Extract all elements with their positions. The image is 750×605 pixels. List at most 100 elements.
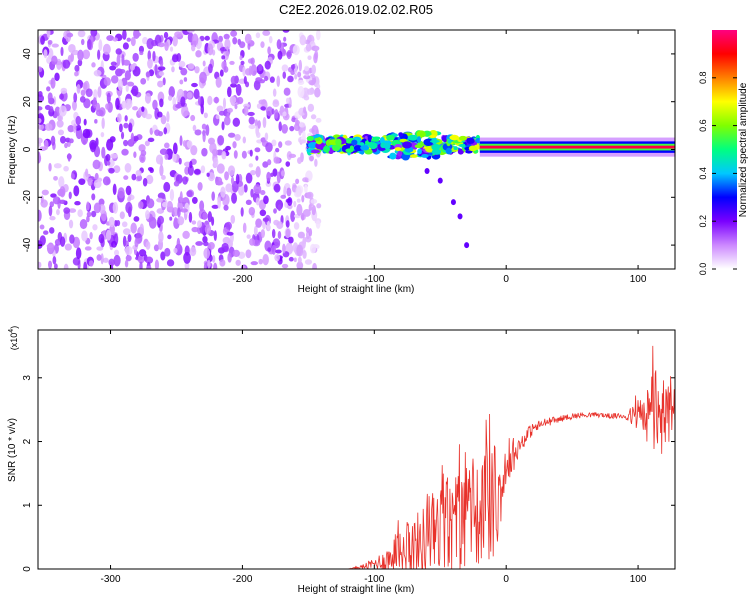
- noise-cell: [73, 123, 77, 134]
- noise-cell: [113, 254, 121, 267]
- band-cell: [417, 148, 422, 155]
- noise-cell: [316, 203, 322, 209]
- snr-y-multiplier-close: ): [9, 326, 19, 329]
- noise-cell: [201, 123, 207, 130]
- noise-cell: [129, 64, 136, 71]
- noise-cell: [267, 46, 271, 55]
- trace-point: [450, 199, 456, 206]
- noise-cell: [295, 119, 300, 126]
- noise-cell: [112, 37, 118, 42]
- noise-cell: [144, 92, 152, 104]
- noise-cell: [188, 211, 193, 223]
- noise-cell: [115, 48, 122, 55]
- noise-cell: [51, 55, 58, 66]
- noise-cell: [306, 191, 314, 199]
- noise-cell: [312, 262, 317, 269]
- noise-cell: [92, 224, 98, 231]
- noise-cell: [260, 41, 265, 49]
- noise-cell: [100, 253, 104, 265]
- noise-cell: [281, 124, 288, 134]
- noise-cell: [145, 210, 150, 220]
- noise-cell: [124, 70, 131, 81]
- noise-cell: [109, 65, 117, 71]
- snr-y-multiplier-exponent: 4: [8, 329, 15, 333]
- noise-cell: [97, 49, 101, 60]
- noise-cell: [142, 177, 148, 187]
- noise-cell: [171, 66, 175, 73]
- noise-cell: [276, 75, 281, 88]
- noise-cell: [202, 212, 208, 220]
- noise-cell: [47, 39, 53, 45]
- noise-cell: [60, 46, 64, 57]
- noise-cell: [227, 86, 232, 98]
- noise-cell: [50, 77, 56, 89]
- noise-cell: [82, 82, 88, 90]
- y-tick-label: 20: [22, 96, 33, 108]
- noise-cell: [116, 54, 121, 67]
- noise-cell: [128, 122, 133, 133]
- noise-cell: [302, 208, 311, 217]
- noise-cell: [173, 180, 180, 187]
- band-cell: [449, 134, 460, 141]
- noise-cell: [223, 33, 230, 40]
- noise-cell: [59, 93, 64, 100]
- noise-cell: [78, 178, 86, 185]
- noise-cell: [250, 188, 254, 198]
- noise-cell: [282, 30, 290, 33]
- noise-cell: [97, 86, 102, 98]
- noise-cell: [57, 114, 64, 122]
- noise-cell: [282, 71, 287, 79]
- noise-cell: [105, 103, 110, 110]
- noise-cell: [218, 35, 224, 43]
- noise-cell: [138, 45, 144, 54]
- noise-cell: [178, 60, 186, 68]
- snr-x-ticks: -300 -200 -100 0 100: [101, 330, 647, 585]
- noise-cell: [215, 180, 224, 186]
- noise-cell: [287, 196, 293, 206]
- noise-cell: [163, 127, 168, 135]
- noise-cell: [227, 165, 236, 176]
- noise-cell: [230, 75, 237, 85]
- noise-cell: [122, 235, 127, 247]
- noise-cell: [122, 228, 131, 235]
- band-cell: [383, 142, 391, 150]
- noise-cell: [186, 30, 195, 33]
- noise-cell: [285, 228, 291, 238]
- noise-cell: [166, 259, 175, 267]
- noise-cell: [38, 137, 43, 144]
- noise-cell: [215, 114, 220, 120]
- band-cell: [335, 138, 342, 146]
- trace-point: [437, 177, 443, 184]
- noise-cell: [194, 129, 202, 136]
- noise-cell: [69, 234, 75, 244]
- noise-cell: [133, 32, 142, 37]
- noise-cell: [278, 121, 282, 132]
- band-cell: [353, 145, 363, 151]
- noise-cell: [200, 165, 206, 174]
- noise-cell: [271, 108, 275, 115]
- noise-cell: [213, 262, 218, 269]
- band-cell: [306, 135, 314, 142]
- band-cell: [407, 134, 418, 141]
- spectrogram-y-ticks: -40 -20 0 20 40: [22, 48, 675, 252]
- noise-cell: [293, 222, 300, 230]
- noise-cell: [80, 38, 85, 46]
- noise-cell: [105, 153, 111, 162]
- noise-cell: [145, 174, 154, 185]
- noise-cell: [58, 176, 65, 188]
- colorbar-tick-label: 0.0: [698, 263, 708, 276]
- noise-cell: [191, 33, 199, 46]
- noise-cell: [127, 98, 133, 109]
- noise-cell: [308, 228, 313, 237]
- noise-cell: [235, 83, 242, 96]
- noise-cell: [169, 46, 174, 52]
- noise-cell: [207, 259, 211, 269]
- noise-cell: [277, 231, 282, 239]
- noise-cell: [262, 253, 269, 266]
- noise-cell: [145, 256, 154, 264]
- noise-cell: [299, 34, 307, 46]
- noise-cell: [107, 161, 111, 166]
- noise-cell: [244, 33, 252, 44]
- noise-cell: [229, 60, 235, 65]
- colorbar-gradient: [712, 30, 737, 269]
